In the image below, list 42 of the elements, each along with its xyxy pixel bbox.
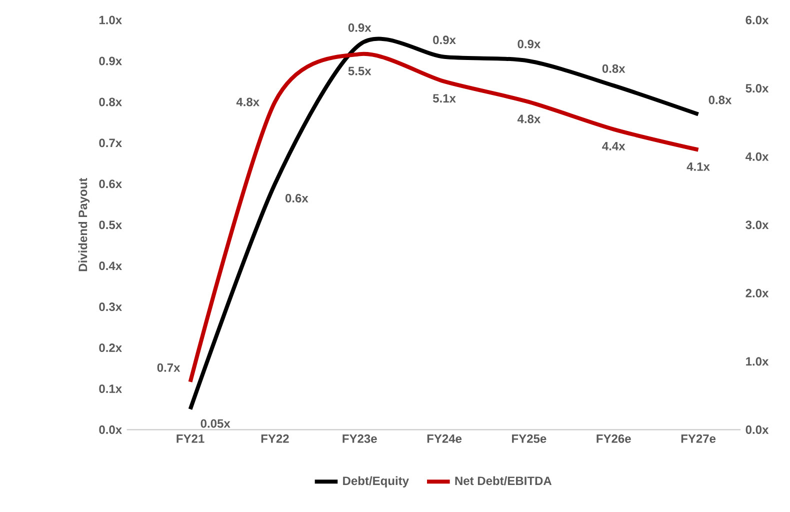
y-tick-label: 0.2x: [99, 343, 122, 352]
y-tick-label: 0.4x: [99, 261, 122, 270]
y2-tick-label: 1.0x: [746, 356, 769, 366]
data-label: 4.4x: [602, 142, 626, 150]
data-label: 4.8x: [517, 114, 541, 123]
y2-tick-label: 3.0x: [746, 220, 769, 229]
data-label: 0.9x: [348, 23, 372, 32]
y-axis-title: Dividend Payout: [78, 178, 90, 271]
data-label: 0.7x: [157, 363, 180, 372]
y-tick-label: 1.0x: [99, 16, 122, 24]
y-tick-label: 0.9x: [99, 56, 122, 66]
x-tick-label: FY26e: [596, 434, 631, 443]
y-tick-label: 0.5x: [99, 220, 122, 229]
x-tick-label: FY25e: [512, 434, 546, 443]
data-label: 0.6x: [285, 194, 308, 202]
data-label: 0.8x: [602, 64, 626, 73]
x-tick-label: FY21: [176, 434, 204, 443]
data-label: 4.8x: [236, 97, 260, 106]
y2-tick-label: 2.0x: [746, 288, 769, 298]
data-label: 0.9x: [433, 35, 456, 44]
legend-label: Debt/Equity: [343, 476, 409, 488]
x-tick-label: FY27e: [681, 434, 716, 443]
y2-tick-label: 4.0x: [746, 152, 769, 161]
y2-tick-label: 0.0x: [746, 425, 769, 434]
data-label: 0.05x: [200, 419, 230, 428]
x-tick-label: FY23e: [342, 434, 377, 443]
data-label: 5.5x: [348, 66, 372, 76]
y-tick-label: 0.1x: [99, 384, 122, 393]
data-label: 5.1x: [432, 94, 456, 102]
y-tick-label: 0.6x: [99, 179, 122, 188]
data-label: 4.1x: [686, 162, 710, 171]
x-tick-label: FY24e: [427, 434, 462, 443]
y-tick-label: 0.0x: [99, 425, 122, 434]
y2-tick-label: 6.0x: [746, 16, 769, 24]
x-tick-label: FY22: [261, 434, 289, 443]
y-tick-label: 0.8x: [99, 97, 122, 106]
data-label: 0.9x: [518, 40, 541, 48]
data-label: 0.8x: [708, 95, 732, 104]
y-tick-label: 0.7x: [99, 138, 122, 147]
y-tick-label: 0.3x: [99, 302, 122, 311]
y2-tick-label: 5.0x: [746, 84, 769, 92]
legend-label: Net Debt/EBITDA: [455, 476, 552, 485]
